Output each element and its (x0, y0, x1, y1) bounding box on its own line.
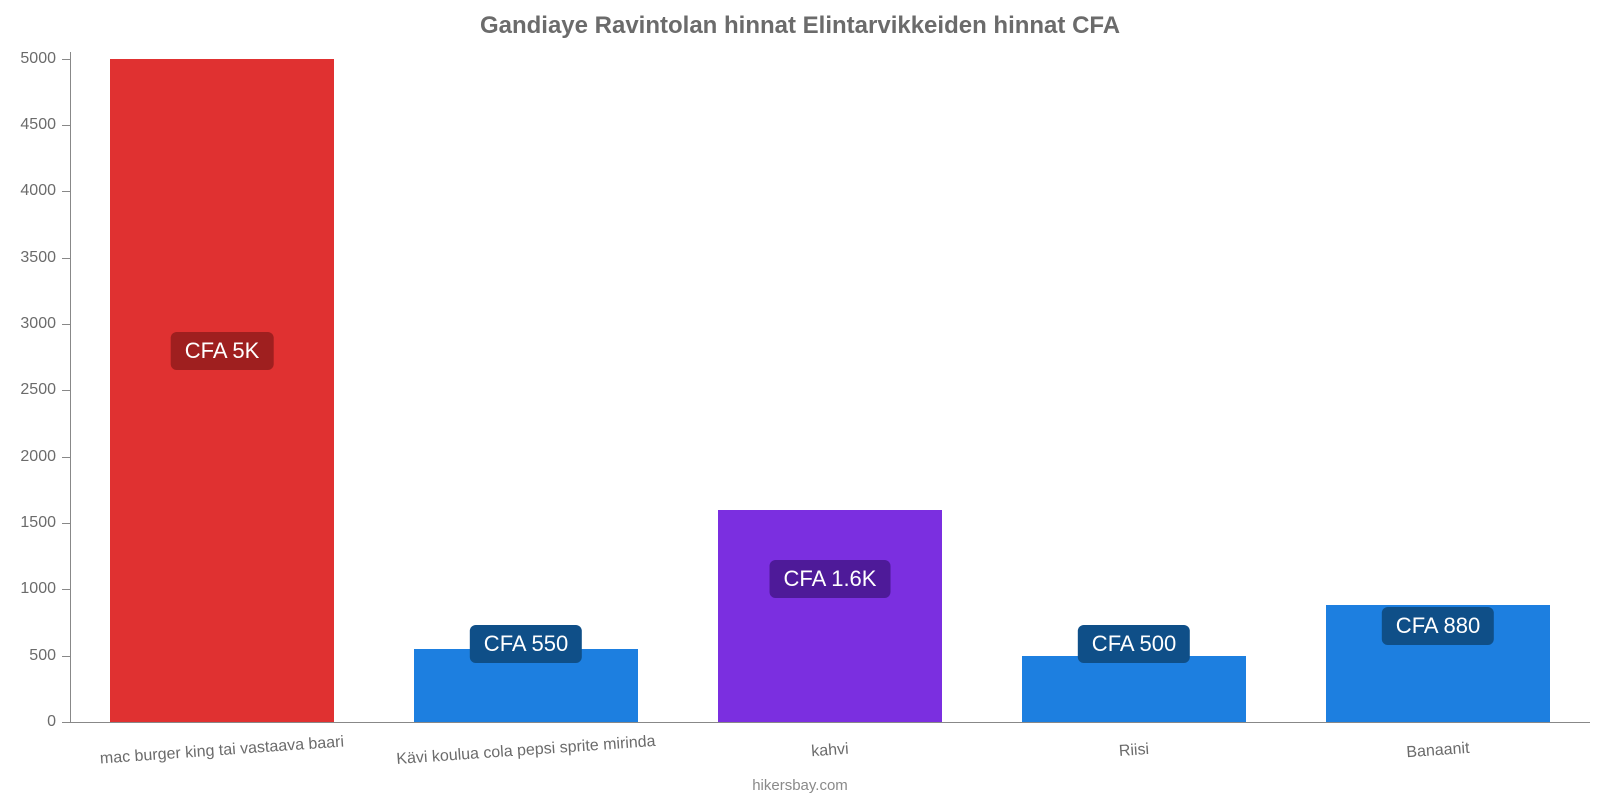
y-tick (62, 656, 70, 657)
x-tick-label: Banaanit (1406, 740, 1470, 762)
chart-container: Gandiaye Ravintolan hinnat Elintarvikkei… (0, 0, 1600, 800)
bar (1022, 656, 1247, 722)
y-tick-label: 1500 (20, 514, 56, 532)
y-tick-label: 4500 (20, 116, 56, 134)
y-tick-label: 2000 (20, 448, 56, 466)
y-tick-label: 3500 (20, 249, 56, 267)
bar-value-badge: CFA 550 (470, 625, 582, 663)
y-axis-line (70, 52, 71, 722)
credit-text: hikersbay.com (0, 777, 1600, 794)
x-tick-label: Riisi (1118, 741, 1149, 761)
y-tick (62, 589, 70, 590)
y-tick (62, 258, 70, 259)
chart-title: Gandiaye Ravintolan hinnat Elintarvikkei… (0, 12, 1600, 40)
bar (718, 510, 943, 722)
plot-area: 0500100015002000250030003500400045005000… (70, 52, 1590, 722)
y-tick (62, 125, 70, 126)
y-tick (62, 457, 70, 458)
x-tick-label: Kävi koulua cola pepsi sprite mirinda (396, 733, 656, 769)
y-tick-label: 2500 (20, 381, 56, 399)
y-tick (62, 324, 70, 325)
y-tick (62, 523, 70, 524)
x-tick-label: kahvi (811, 741, 850, 762)
y-tick-label: 500 (29, 647, 56, 665)
bar-value-badge: CFA 5K (171, 332, 274, 370)
x-tick-label: mac burger king tai vastaava baari (99, 733, 344, 768)
y-tick-label: 3000 (20, 315, 56, 333)
bar (110, 59, 335, 722)
y-tick-label: 0 (47, 713, 56, 731)
x-axis-line (70, 722, 1590, 723)
y-tick (62, 390, 70, 391)
y-tick (62, 59, 70, 60)
y-tick-label: 5000 (20, 50, 56, 68)
y-tick (62, 722, 70, 723)
bar-value-badge: CFA 500 (1078, 625, 1190, 663)
y-tick-label: 1000 (20, 580, 56, 598)
bar-value-badge: CFA 1.6K (770, 560, 891, 598)
y-tick-label: 4000 (20, 182, 56, 200)
bar-value-badge: CFA 880 (1382, 607, 1494, 645)
y-tick (62, 191, 70, 192)
